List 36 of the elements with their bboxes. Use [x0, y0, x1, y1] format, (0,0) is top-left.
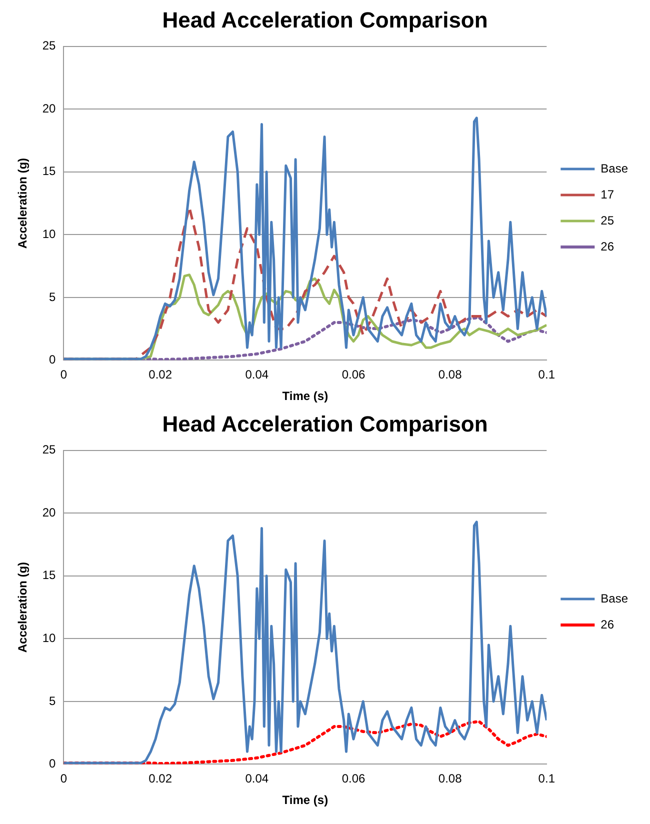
- x-axis-title: Time (s): [282, 793, 328, 808]
- x-tick-label: 0: [60, 772, 68, 786]
- x-tick-label: 0.1: [538, 368, 556, 382]
- y-tick-label: 10: [42, 630, 56, 645]
- y-tick-label: 5: [49, 290, 56, 304]
- legend-label: 26: [600, 617, 614, 632]
- x-tick-label: 0.02: [148, 772, 172, 786]
- legend-label: 17: [600, 187, 614, 202]
- legend-label: 25: [600, 213, 614, 228]
- chart-title: Head Acceleration Comparison: [162, 411, 488, 436]
- y-tick-label: 10: [42, 226, 56, 241]
- x-tick-label: 0.1: [538, 772, 556, 786]
- legend-label: Base: [600, 591, 628, 606]
- y-tick-label: 25: [42, 442, 56, 457]
- x-tick-label: 0: [60, 368, 68, 382]
- x-tick-label: 0.04: [245, 772, 269, 786]
- y-tick-label: 0: [49, 756, 56, 771]
- y-tick-label: 25: [42, 38, 56, 53]
- y-tick-label: 20: [42, 505, 56, 520]
- x-tick-label: 0.08: [438, 368, 462, 382]
- y-tick-label: 15: [42, 568, 56, 582]
- x-tick-label: 0.06: [342, 772, 366, 786]
- y-axis-title: Acceleration (g): [16, 158, 30, 249]
- x-tick-label: 0.06: [342, 368, 366, 382]
- legend-label: 26: [600, 239, 614, 254]
- y-tick-label: 15: [42, 164, 56, 178]
- y-tick-label: 0: [49, 352, 56, 367]
- chart-title: Head Acceleration Comparison: [162, 7, 488, 32]
- x-axis-title: Time (s): [282, 389, 328, 404]
- legend-label: Base: [600, 161, 628, 176]
- y-tick-label: 20: [42, 101, 56, 116]
- y-axis-title: Acceleration (g): [16, 562, 30, 653]
- x-tick-label: 0.04: [245, 368, 269, 382]
- x-tick-label: 0.02: [148, 368, 172, 382]
- x-tick-label: 0.08: [438, 772, 462, 786]
- y-tick-label: 5: [49, 694, 56, 708]
